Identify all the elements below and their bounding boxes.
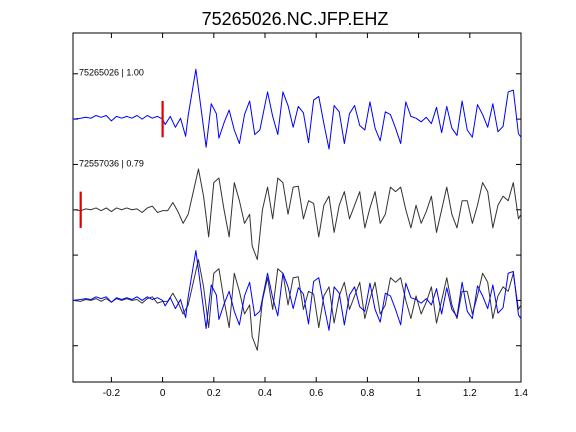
y-axis-ticks (73, 73, 521, 347)
x-tick-label: 0.2 (207, 388, 221, 399)
x-tick-label: 1.4 (514, 388, 528, 399)
overlay-waveform-75265026 (72, 250, 522, 331)
axes: -0.2 0 0.2 0.4 0.6 0.8 1 1.2 1.4 (72, 32, 528, 399)
trace-label-75265026: 75265026 | 1.00 (79, 68, 144, 78)
trace-labels: 75265026 | 1.00 72557036 | 0.79 (79, 68, 144, 169)
overlay-waveform-72557036 (72, 259, 522, 351)
x-tick-label: 0.8 (360, 388, 374, 399)
waveform-72557036 (72, 168, 522, 261)
x-tick-label: 0.6 (309, 388, 323, 399)
x-tick-label: -0.2 (103, 388, 121, 399)
x-tick-label: 1 (416, 388, 422, 399)
x-tick-label: 1.2 (463, 388, 477, 399)
chart-title: 75265026.NC.JFP.EHZ (202, 9, 389, 29)
x-axis-ticks: -0.2 0 0.2 0.4 0.6 0.8 1 1.2 1.4 (103, 33, 528, 399)
x-tick-label: 0.4 (258, 388, 272, 399)
waveform-traces (72, 68, 522, 351)
trace-label-72557036: 72557036 | 0.79 (79, 158, 144, 168)
waveform-75265026 (72, 68, 522, 150)
x-tick-label: 0 (160, 388, 166, 399)
plot-area-frame (72, 32, 522, 383)
